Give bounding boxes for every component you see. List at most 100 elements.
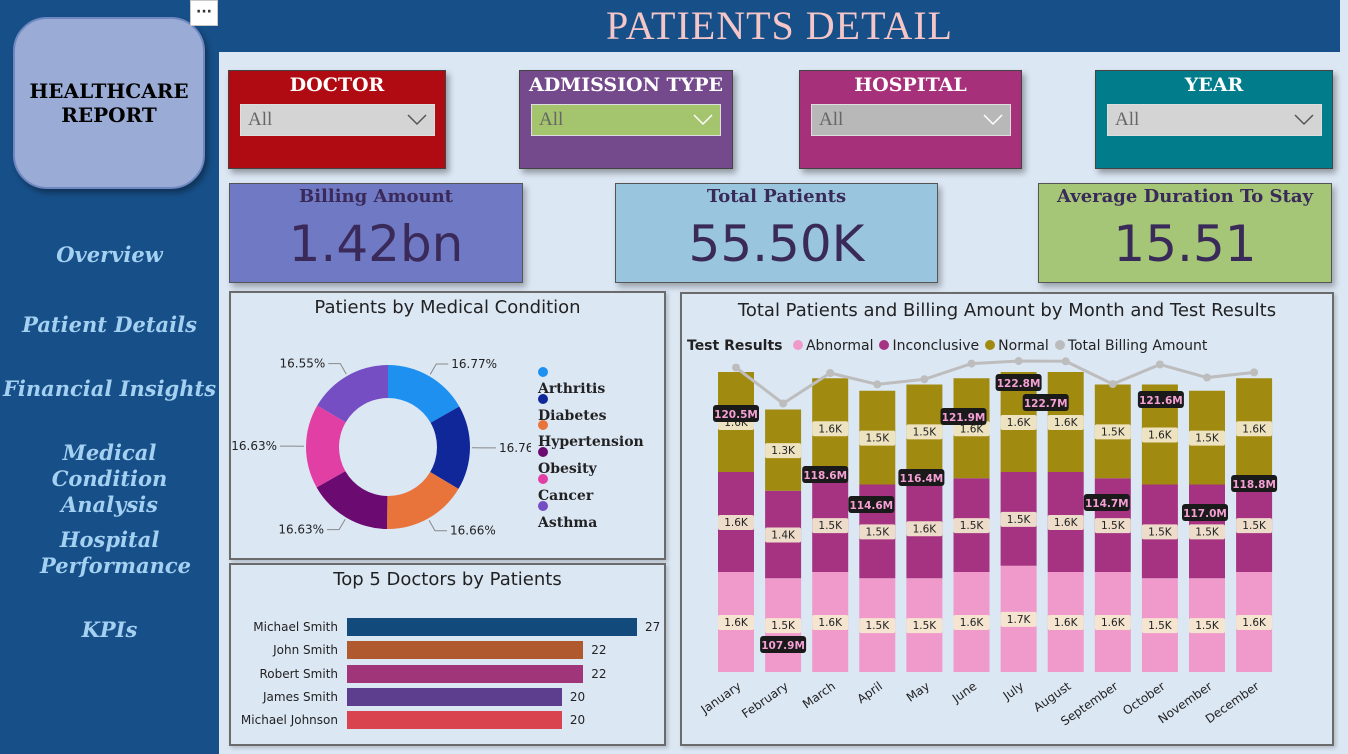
billing-point[interactable] xyxy=(1155,360,1164,369)
bar-data-label: 1.5K xyxy=(913,426,938,438)
legend-item-abnormal[interactable]: Abnormal xyxy=(792,338,873,354)
nav-financial-insights[interactable]: Financial Insights xyxy=(2,376,217,401)
billing-point[interactable] xyxy=(779,399,788,408)
admission-type-dropdown-value: All xyxy=(539,109,564,130)
page-title: PATIENTS DETAIL xyxy=(606,3,953,48)
nav-patient-details[interactable]: Patient Details xyxy=(22,312,197,337)
chevron-down-icon xyxy=(693,114,713,126)
billing-point[interactable] xyxy=(826,368,835,377)
billing-point[interactable] xyxy=(967,359,976,368)
doctor-bar[interactable] xyxy=(347,711,562,730)
legend-item-normal[interactable]: Normal xyxy=(985,338,1049,354)
data-label-background xyxy=(1047,515,1084,530)
legend-dot-icon xyxy=(538,447,548,458)
data-label-background xyxy=(953,518,990,534)
legend-dot-icon xyxy=(879,340,890,350)
data-label-background xyxy=(1000,511,1037,527)
nav-hospital-performance[interactable]: Hospital Performance xyxy=(40,527,191,578)
doctor-dropdown-value: All xyxy=(248,109,273,130)
legend-label: Hypertension xyxy=(538,434,644,451)
admission-type-dropdown[interactable]: All xyxy=(531,104,721,136)
doctor-bar[interactable] xyxy=(347,664,584,683)
monthly-stacked-chart: 1.6K 1.6K 1.6K January 1.5K 1.4K 1.3K February 1… xyxy=(698,357,1278,729)
legend-item-diabetes[interactable]: Diabetes xyxy=(538,392,606,424)
data-label-background xyxy=(812,518,849,534)
x-tick-label: February xyxy=(739,679,791,721)
top-doctors-chart: Michael Smith 27 John Smith 22 Robert Smith 2… xyxy=(231,565,664,744)
legend-item-obesity[interactable]: Obesity xyxy=(538,445,597,477)
data-label-background xyxy=(859,618,896,634)
report-logo-text: HEALTHCARE REPORT xyxy=(29,79,189,127)
year-dropdown[interactable]: All xyxy=(1107,104,1322,136)
doctor-name: John Smith xyxy=(273,643,338,658)
bar-data-label: 1.5K xyxy=(1148,620,1173,632)
bar-data-label: 1.6K xyxy=(913,523,938,535)
donut-slice-diabetes[interactable] xyxy=(430,406,470,489)
data-label-background xyxy=(1047,415,1084,430)
legend-item-cancer[interactable]: Cancer xyxy=(538,472,593,504)
admission-type-slicer-label: ADMISSION TYPE xyxy=(528,74,724,96)
doctor-bar[interactable] xyxy=(347,687,562,706)
legend-dot-icon xyxy=(538,367,548,377)
nav-overview[interactable]: Overview xyxy=(56,242,163,267)
billing-point[interactable] xyxy=(873,380,882,389)
doctor-bar[interactable] xyxy=(347,618,637,636)
legend-label: Normal xyxy=(998,338,1049,354)
legend-label: Cancer xyxy=(538,487,594,504)
donut-slice-hypertension[interactable] xyxy=(387,472,459,529)
bar-data-label: 1.4K xyxy=(771,530,796,542)
billing-data-label: 118.8M xyxy=(1232,479,1276,491)
data-label-background xyxy=(906,618,943,634)
legend-item-arthritis[interactable]: Arthritis xyxy=(538,365,605,397)
donut-label: 16.63% xyxy=(278,523,324,537)
data-label-background xyxy=(1094,424,1131,440)
legend-item-total-billing-amount[interactable]: Total Billing Amount xyxy=(1054,338,1207,354)
legend-item-hypertension[interactable]: Hypertension xyxy=(538,418,644,450)
donut-slice-cancer[interactable] xyxy=(306,405,346,488)
bar-data-label: 1.5K xyxy=(1195,526,1220,538)
top-doctors-panel: Top 5 Doctors by Patients Michael Smith 2… xyxy=(229,563,666,746)
billing-data-label: 114.6M xyxy=(849,500,893,512)
data-label-background xyxy=(812,615,849,630)
bar-data-label: 1.5K xyxy=(1195,433,1220,445)
billing-data-label: 114.7M xyxy=(1085,498,1129,510)
hospital-dropdown-value: All xyxy=(819,109,844,130)
legend-title: Test Results xyxy=(687,338,783,354)
billing-point[interactable] xyxy=(1250,368,1259,377)
legend-item-asthma[interactable]: Asthma xyxy=(538,499,597,531)
billing-point[interactable] xyxy=(1108,380,1117,389)
doctor-dropdown[interactable]: All xyxy=(240,104,435,136)
billing-amount-card: Billing Amount 1.42bn xyxy=(229,183,523,283)
doctor-bar[interactable] xyxy=(347,641,584,660)
monthly-chart-title: Total Patients and Billing Amount by Mon… xyxy=(737,300,1277,321)
doctor-value: 20 xyxy=(569,713,586,728)
bar-data-label: 1.7K xyxy=(1007,614,1032,626)
hospital-dropdown[interactable]: All xyxy=(811,104,1011,136)
nav-medical-condition-analysis[interactable]: Medical Condition Analysis xyxy=(51,440,168,517)
donut-leader-line xyxy=(428,520,447,532)
donut-slice-obesity[interactable] xyxy=(316,471,388,529)
legend-item-inconclusive[interactable]: Inconclusive xyxy=(879,338,979,354)
billing-point[interactable] xyxy=(1203,373,1211,382)
billing-point[interactable] xyxy=(1061,357,1070,366)
bar-data-label: 1.6K xyxy=(1054,517,1079,529)
bar-data-label: 1.5K xyxy=(866,433,891,445)
report-logo: HEALTHCARE REPORT xyxy=(13,17,205,189)
billing-point[interactable] xyxy=(732,363,740,372)
nav-kpis[interactable]: KPIs xyxy=(81,617,138,642)
donut-slice-arthritis[interactable] xyxy=(388,365,460,423)
donut-label: 16.76% xyxy=(499,441,531,455)
legend-dot-icon xyxy=(538,473,548,484)
bar-data-label: 1.5K xyxy=(1007,514,1032,526)
x-tick-label: April xyxy=(855,679,886,706)
donut-slice-asthma[interactable] xyxy=(317,365,388,423)
billing-point[interactable] xyxy=(1014,357,1023,366)
billing-label-background xyxy=(1182,504,1228,521)
bar-data-label: 1.6K xyxy=(1054,617,1079,629)
bar-data-label: 1.3K xyxy=(771,445,796,457)
bar-data-label: 1.5K xyxy=(913,620,938,632)
more-options-button[interactable]: ··· xyxy=(190,0,218,26)
x-tick-label: June xyxy=(949,679,979,706)
billing-point[interactable] xyxy=(920,375,929,384)
donut-label: 16.55% xyxy=(280,357,326,371)
